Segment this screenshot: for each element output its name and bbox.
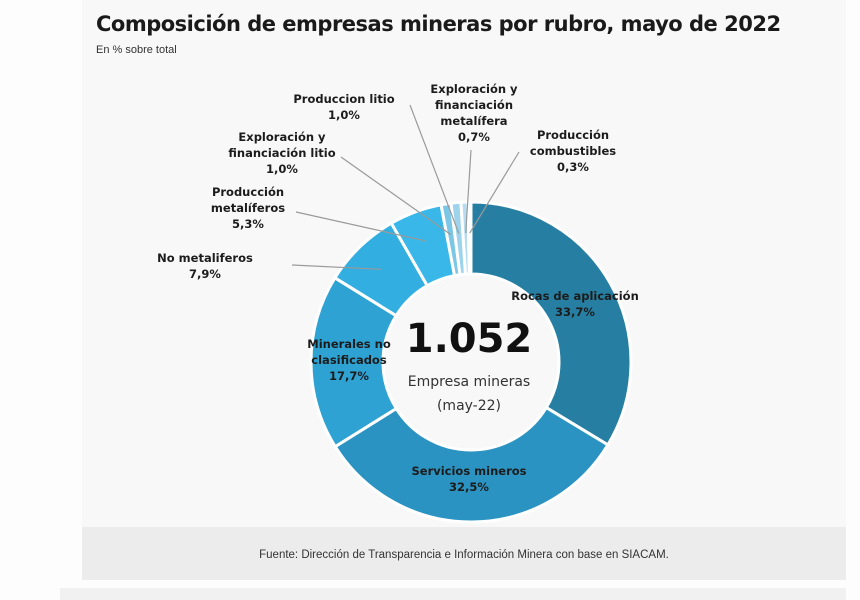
data-label-name-rocas-de-aplicacion: Rocas de aplicación	[511, 289, 639, 303]
data-label-value-produccion-litio: 1,0%	[328, 108, 360, 122]
bottom-strip	[60, 588, 846, 600]
leader-line-produccion-combustibles	[469, 151, 520, 234]
slice-produccion-combustibles	[466, 200, 473, 276]
chart-subtitle: En % sobre total	[96, 44, 177, 56]
leader-line-produccion-metaliferos	[295, 211, 427, 242]
data-label-name-servicios-mineros: Servicios mineros	[411, 464, 526, 478]
data-label-name-exploracion-y-financiacion-litio: Exploración y	[238, 130, 326, 144]
leader-line-produccion-litio	[409, 104, 460, 234]
data-label-value-exploracion-y-financiacion-litio: 1,0%	[266, 162, 298, 176]
source-footer: Fuente: Dirección de Transparencia e Inf…	[82, 527, 846, 580]
data-label-value-rocas-de-aplicacion: 33,7%	[555, 305, 595, 319]
data-label-name-produccion-litio: Produccion litio	[293, 92, 394, 106]
data-label-name-exploracion-y-financiacion-metalifera: metalífera	[440, 114, 507, 128]
leader-line-no-metaliferos	[291, 264, 382, 270]
center-total-value: 1.052	[406, 316, 533, 362]
data-label-name-exploracion-y-financiacion-litio: financiación litio	[228, 146, 335, 160]
data-label-value-exploracion-y-financiacion-metalifera: 0,7%	[458, 130, 490, 144]
center-caption-line1: Empresa mineras	[408, 374, 530, 390]
slice-rocas-de-aplicacion	[469, 200, 633, 447]
data-label-name-produccion-metaliferos: metalíferos	[211, 201, 285, 215]
data-label-name-produccion-metaliferos: Producción	[212, 185, 284, 199]
data-label-name-no-metaliferos: No metaliferos	[157, 251, 253, 265]
data-label-name-minerales-no-clasificados: clasificados	[311, 353, 387, 367]
center-caption-line2: (may-22)	[437, 398, 501, 414]
data-label-name-exploracion-y-financiacion-metalifera: financiación	[435, 98, 513, 112]
slice-servicios-mineros	[333, 405, 610, 524]
data-label-value-servicios-mineros: 32,5%	[449, 480, 489, 494]
leader-line-exploracion-y-financiacion-litio	[340, 156, 452, 236]
data-label-value-produccion-combustibles: 0,3%	[557, 160, 589, 174]
chart-title: Composición de empresas mineras por rubr…	[96, 12, 781, 36]
data-label-name-produccion-combustibles: Producción	[537, 128, 609, 142]
data-label-value-no-metaliferos: 7,9%	[189, 267, 221, 281]
data-label-name-minerales-no-clasificados: Minerales no	[307, 337, 391, 351]
data-label-value-minerales-no-clasificados: 17,7%	[329, 369, 369, 383]
data-label-value-produccion-metaliferos: 5,3%	[232, 217, 264, 231]
leader-line-exploracion-y-financiacion-metalifera	[465, 149, 472, 234]
data-label-name-exploracion-y-financiacion-metalifera: Exploración y	[430, 82, 518, 96]
data-label-name-produccion-combustibles: combustibles	[530, 144, 616, 158]
source-text: Fuente: Dirección de Transparencia e Inf…	[259, 549, 669, 561]
